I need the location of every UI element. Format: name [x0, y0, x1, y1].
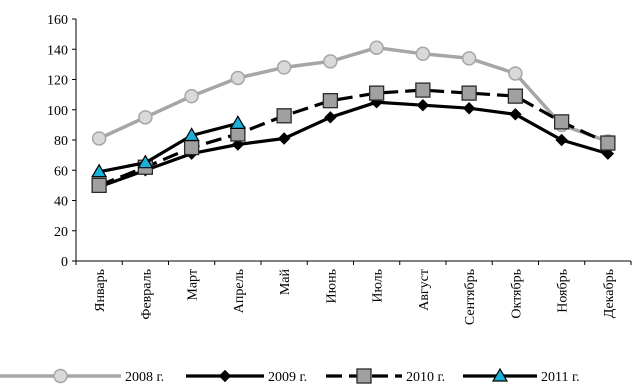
series-2009-г-point-Октябрь [509, 108, 522, 121]
legend-item-2009-г: 2009 г. [186, 369, 307, 384]
series-2010-г-point-Август [415, 82, 431, 98]
legend-item-2008-г-marker [53, 368, 68, 384]
series-2008-г [91, 40, 616, 149]
x-tick-label-Январь: Январь [93, 269, 108, 312]
series-2008-г-point-Январь [91, 131, 107, 146]
x-tick-label-Ноябрь: Ноябрь [556, 269, 571, 313]
series-2008-г-point-Март [184, 88, 199, 104]
series-2008-г-point-Май [276, 60, 292, 75]
series-2010-г-point-Сентябрь [461, 85, 477, 101]
series-2010-г-point-Март [183, 139, 200, 156]
legend-item-2011-г-label: 2011 г. [541, 370, 580, 384]
series-2010-г-point-Июль [368, 85, 385, 101]
series-2009-г-point-Декабрь [601, 147, 615, 160]
y-tick-label: 20 [54, 225, 68, 240]
x-tick-label-Июль: Июль [371, 269, 386, 303]
legend-item-2011-г-marker [491, 367, 509, 382]
series-2009-г-point-Май [277, 132, 291, 145]
series-2010-г-point-Ноябрь [553, 114, 570, 130]
series-2009-г-point-Август [416, 99, 430, 112]
series-2010-г-line [98, 88, 609, 187]
x-tick-label-Август: Август [417, 269, 432, 311]
y-tick-label: 140 [47, 43, 68, 58]
series-2009-г-point-Сентябрь [462, 102, 476, 115]
series-2008-г-point-Октябрь [508, 66, 523, 81]
x-tick-label-Декабрь: Декабрь [602, 269, 617, 318]
series-2009-г-point-Апрель [231, 138, 245, 151]
series-2010-г-point-Май [276, 108, 292, 124]
series-2008-г-point-Июль [369, 40, 384, 55]
series-2009-г-point-Ноябрь [555, 133, 568, 147]
plot-area [91, 40, 616, 194]
series-2008-г-point-Апрель [230, 70, 246, 86]
legend-item-2010-г-label: 2010 г. [406, 370, 445, 384]
series-2010-г-point-Июнь [322, 93, 339, 109]
series-2009-г-line [98, 100, 609, 189]
series-2008-г-line [98, 45, 609, 144]
series-2010-г-point-Январь [91, 177, 107, 194]
series-2011-г-point-Март [183, 127, 200, 142]
x-tick-label-Сентябрь: Сентябрь [463, 269, 478, 325]
legend-item-2010-г-marker [356, 368, 372, 384]
series-2011-г-point-Апрель [229, 115, 246, 129]
series-2009-г [92, 95, 615, 194]
y-tick-label: 40 [54, 195, 68, 210]
series-2008-г-point-Февраль [138, 110, 153, 125]
chart-axes: 0 20 40 60 80 100 120 140 160 Январь Февраль Март Ап… [47, 13, 632, 325]
y-tick-label: 80 [54, 134, 68, 149]
series-2010-г-point-Октябрь [507, 88, 524, 104]
series-2011-г-point-Январь [91, 163, 108, 178]
y-tick-label: 100 [47, 104, 68, 119]
series-2009-г-point-Июнь [324, 111, 337, 124]
y-tick-label: 160 [47, 13, 68, 28]
series-2011-г-line [98, 121, 239, 174]
series-2008-г-point-Август [415, 46, 431, 62]
series-2010-г [91, 82, 616, 194]
x-tick-label-Октябрь: Октябрь [509, 269, 524, 319]
legend: 2008 г. 2009 г. 2010 г. 2011 г. [0, 367, 580, 384]
series-2008-г-point-Сентябрь [461, 51, 477, 66]
y-tick-label: 0 [61, 255, 68, 270]
legend-item-2008-г-label: 2008 г. [125, 370, 164, 384]
series-2010-г-point-Декабрь [600, 135, 616, 151]
legend-item-2011-г: 2011 г. [463, 367, 580, 384]
x-tick-label-Март: Март [186, 269, 201, 301]
y-tick-label: 120 [47, 74, 68, 89]
x-tick-label-Апрель: Апрель [232, 269, 247, 313]
legend-item-2008-г: 2008 г. [0, 368, 164, 384]
x-tick-label-Февраль: Февраль [139, 269, 154, 320]
legend-item-2010-г: 2010 г. [326, 368, 445, 384]
x-tick-label-Май: Май [278, 268, 293, 295]
series-2008-г-point-Июнь [323, 54, 338, 69]
y-tick-label: 60 [54, 164, 68, 179]
series-2011-г [91, 115, 246, 178]
series-2011-г-point-Февраль [137, 154, 154, 169]
legend-item-2009-г-marker [218, 369, 232, 383]
x-tick-label-Июнь: Июнь [324, 269, 339, 303]
legend-item-2009-г-label: 2009 г. [268, 370, 307, 384]
series-2010-г-point-Апрель [230, 126, 246, 142]
